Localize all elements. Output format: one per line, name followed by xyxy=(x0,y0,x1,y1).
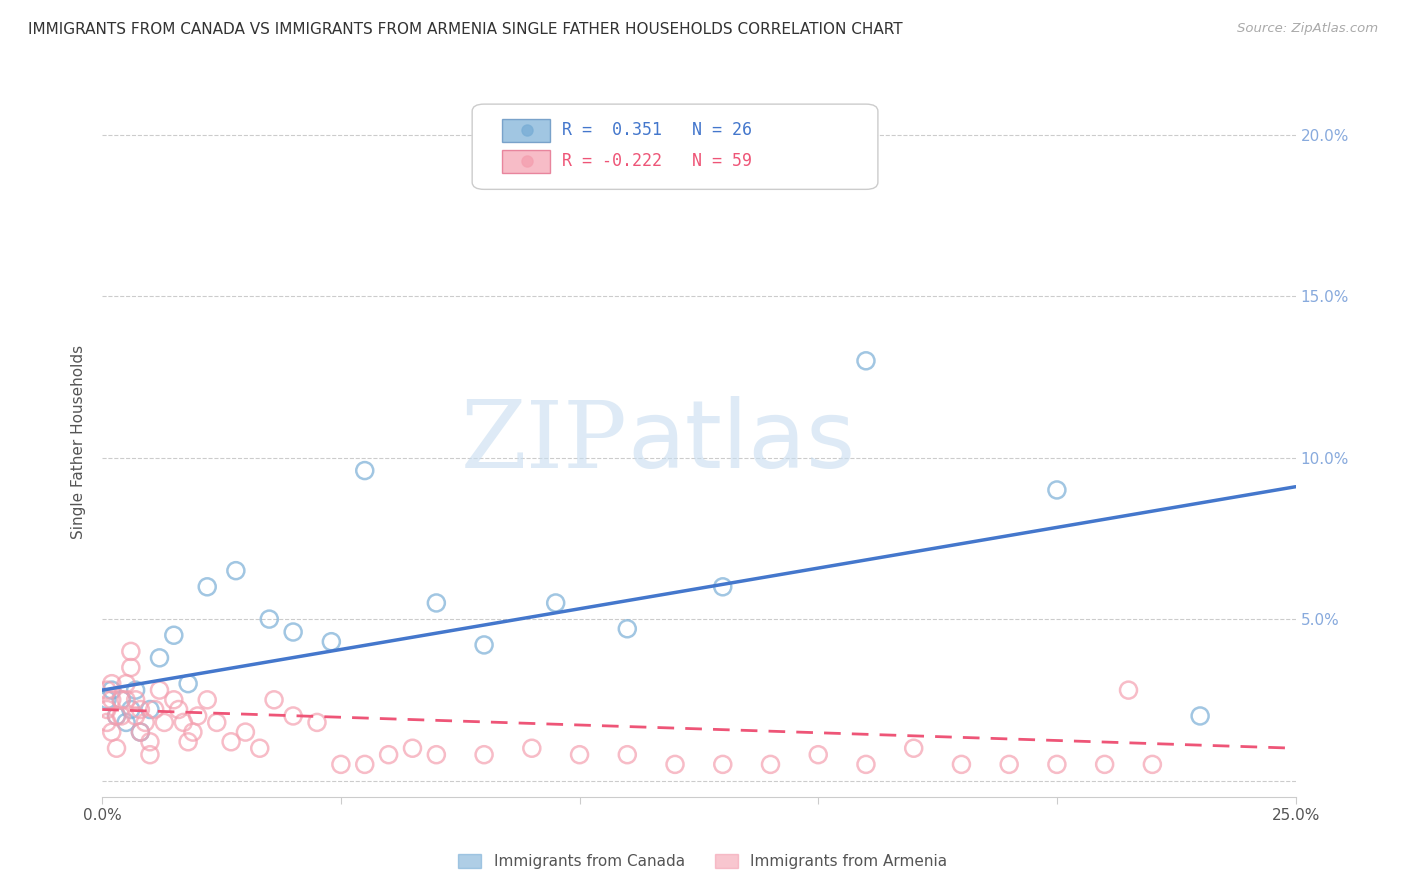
Point xyxy=(120,702,142,716)
Point xyxy=(148,683,170,698)
Point xyxy=(903,741,925,756)
Point xyxy=(568,747,591,762)
Point xyxy=(305,715,328,730)
Point xyxy=(225,564,247,578)
Point xyxy=(143,702,166,716)
Point xyxy=(105,709,128,723)
Point xyxy=(100,683,122,698)
FancyBboxPatch shape xyxy=(502,119,550,142)
Point xyxy=(235,725,257,739)
Point xyxy=(115,676,138,690)
Point xyxy=(105,709,128,723)
Point xyxy=(96,683,118,698)
Point xyxy=(172,715,194,730)
Y-axis label: Single Father Households: Single Father Households xyxy=(72,344,86,539)
Point xyxy=(283,625,305,640)
Point xyxy=(163,628,186,642)
Point xyxy=(950,757,973,772)
Point xyxy=(129,702,152,716)
Point xyxy=(153,715,176,730)
Point xyxy=(110,709,132,723)
Text: R =  0.351   N = 26: R = 0.351 N = 26 xyxy=(561,121,752,139)
Text: atlas: atlas xyxy=(627,395,855,488)
Point xyxy=(100,676,122,690)
Point xyxy=(1142,757,1164,772)
Point xyxy=(807,747,830,762)
Point xyxy=(1118,683,1140,698)
Text: ZIP: ZIP xyxy=(461,397,627,486)
Point xyxy=(195,580,218,594)
Legend: Immigrants from Canada, Immigrants from Armenia: Immigrants from Canada, Immigrants from … xyxy=(453,848,953,875)
Point xyxy=(855,757,877,772)
Point xyxy=(263,693,285,707)
Point xyxy=(115,693,138,707)
Point xyxy=(321,634,343,648)
Point xyxy=(205,715,228,730)
Point xyxy=(105,741,128,756)
Point xyxy=(96,702,118,716)
Point xyxy=(998,757,1021,772)
Point xyxy=(425,747,447,762)
Text: R = -0.222   N = 59: R = -0.222 N = 59 xyxy=(561,152,752,170)
Point xyxy=(134,715,156,730)
Point xyxy=(100,693,122,707)
Point xyxy=(124,683,146,698)
Point xyxy=(664,757,686,772)
Point xyxy=(120,660,142,674)
Point xyxy=(181,725,204,739)
Point xyxy=(520,741,543,756)
Point xyxy=(163,693,186,707)
Point xyxy=(187,709,209,723)
Point xyxy=(177,735,200,749)
Point xyxy=(711,757,734,772)
Point xyxy=(129,725,152,739)
Point xyxy=(120,644,142,658)
Point xyxy=(129,725,152,739)
Point xyxy=(472,638,495,652)
Point xyxy=(195,693,218,707)
Point xyxy=(1189,709,1212,723)
FancyBboxPatch shape xyxy=(502,150,550,173)
Point xyxy=(544,596,567,610)
Point xyxy=(148,650,170,665)
Point xyxy=(124,709,146,723)
Point xyxy=(96,693,118,707)
Point xyxy=(472,747,495,762)
Point xyxy=(177,676,200,690)
Point xyxy=(1046,757,1069,772)
Text: IMMIGRANTS FROM CANADA VS IMMIGRANTS FROM ARMENIA SINGLE FATHER HOUSEHOLDS CORRE: IMMIGRANTS FROM CANADA VS IMMIGRANTS FRO… xyxy=(28,22,903,37)
Point xyxy=(759,757,782,772)
Point xyxy=(425,596,447,610)
Point xyxy=(283,709,305,723)
Point xyxy=(110,693,132,707)
Point xyxy=(96,715,118,730)
Point xyxy=(353,757,375,772)
Point xyxy=(1046,483,1069,497)
Point xyxy=(377,747,399,762)
Point xyxy=(115,715,138,730)
Text: Source: ZipAtlas.com: Source: ZipAtlas.com xyxy=(1237,22,1378,36)
Point xyxy=(249,741,271,756)
Point xyxy=(100,725,122,739)
FancyBboxPatch shape xyxy=(472,104,877,189)
Point xyxy=(616,622,638,636)
Point xyxy=(110,693,132,707)
Point xyxy=(139,735,162,749)
Point xyxy=(616,747,638,762)
Point xyxy=(1094,757,1116,772)
Point xyxy=(139,747,162,762)
Point xyxy=(139,702,162,716)
Point xyxy=(353,464,375,478)
Point xyxy=(329,757,352,772)
Point xyxy=(167,702,190,716)
Point xyxy=(711,580,734,594)
Point xyxy=(219,735,242,749)
Point xyxy=(401,741,423,756)
Point xyxy=(855,353,877,368)
Point xyxy=(124,693,146,707)
Point xyxy=(259,612,281,626)
